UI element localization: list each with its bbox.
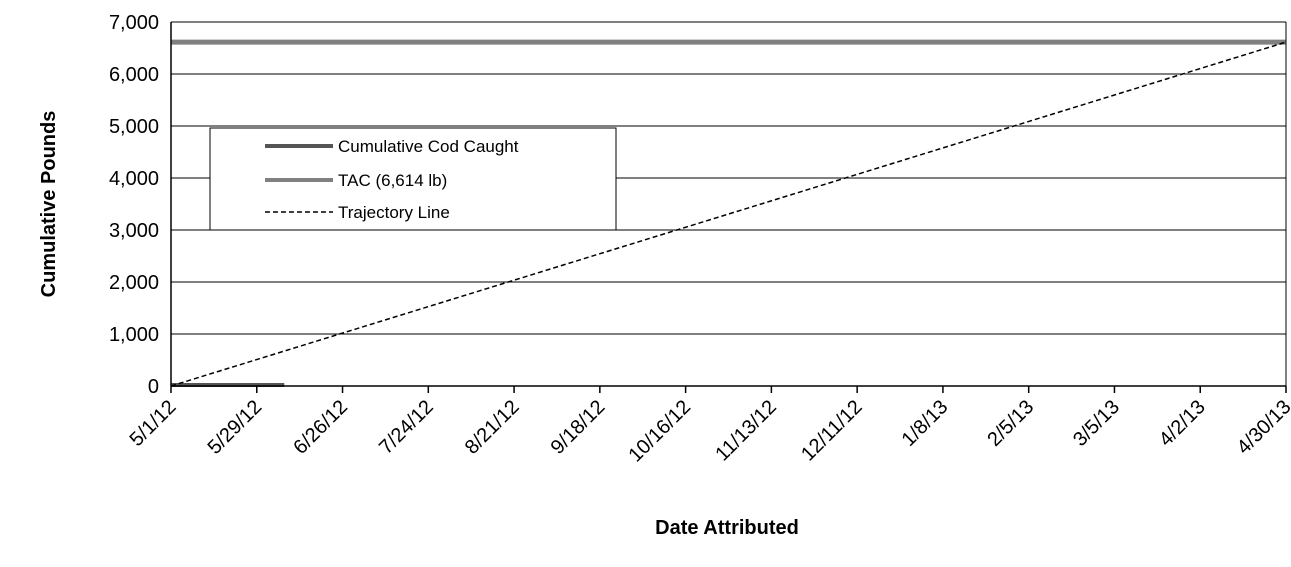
x-axis-title: Date Attributed	[655, 517, 799, 539]
y-tick-label: 6,000	[109, 64, 159, 86]
y-tick-label: 3,000	[109, 220, 159, 242]
x-tick-label: 12/11/12	[797, 396, 867, 466]
x-tick-labels: 5/1/12 5/29/12 6/26/12 7/24/12 8/21/12 9/18/1…	[126, 386, 1291, 467]
y-tick-label: 7,000	[109, 12, 159, 34]
legend-label-trajectory: Trajectory Line	[338, 203, 450, 222]
y-tick-label: 0	[148, 376, 159, 398]
series-layer	[170, 39, 1287, 387]
x-tick-label: 4/2/13	[1155, 396, 1210, 451]
x-tick-label: 8/21/12	[461, 396, 524, 459]
y-tick-label: 4,000	[109, 168, 159, 190]
legend: Cumulative Cod Caught TAC (6,614 lb) Tra…	[209, 127, 617, 231]
x-tick-label: 2/5/13	[983, 396, 1038, 451]
x-tick-label: 9/18/12	[547, 396, 610, 459]
y-axis-title: Cumulative Pounds	[38, 111, 60, 298]
x-tick-label: 5/1/12	[126, 396, 181, 451]
legend-label-cumulative-cod: Cumulative Cod Caught	[338, 137, 519, 156]
x-tick-label: 7/24/12	[375, 396, 438, 459]
series-line-trajectory	[170, 41, 1287, 387]
y-tick-label: 1,000	[109, 324, 159, 346]
x-tick-label: 10/16/12	[625, 396, 696, 467]
x-tick-label: 4/30/13	[1233, 396, 1291, 459]
x-tick-label: 3/5/13	[1069, 396, 1124, 451]
x-tick-label: 5/29/12	[204, 396, 267, 459]
x-tick-label: 1/8/13	[898, 396, 953, 451]
x-tick-label: 11/13/12	[711, 396, 781, 466]
y-tick-label: 2,000	[109, 272, 159, 294]
axes	[170, 22, 1287, 387]
y-tick-labels: 0 1,000 2,000 3,000 4,000 5,000 6,000 7,000	[109, 12, 159, 398]
y-tick-label: 5,000	[109, 116, 159, 138]
x-tick-label: 6/26/12	[289, 396, 352, 459]
legend-label-tac: TAC (6,614 lb)	[338, 171, 447, 190]
